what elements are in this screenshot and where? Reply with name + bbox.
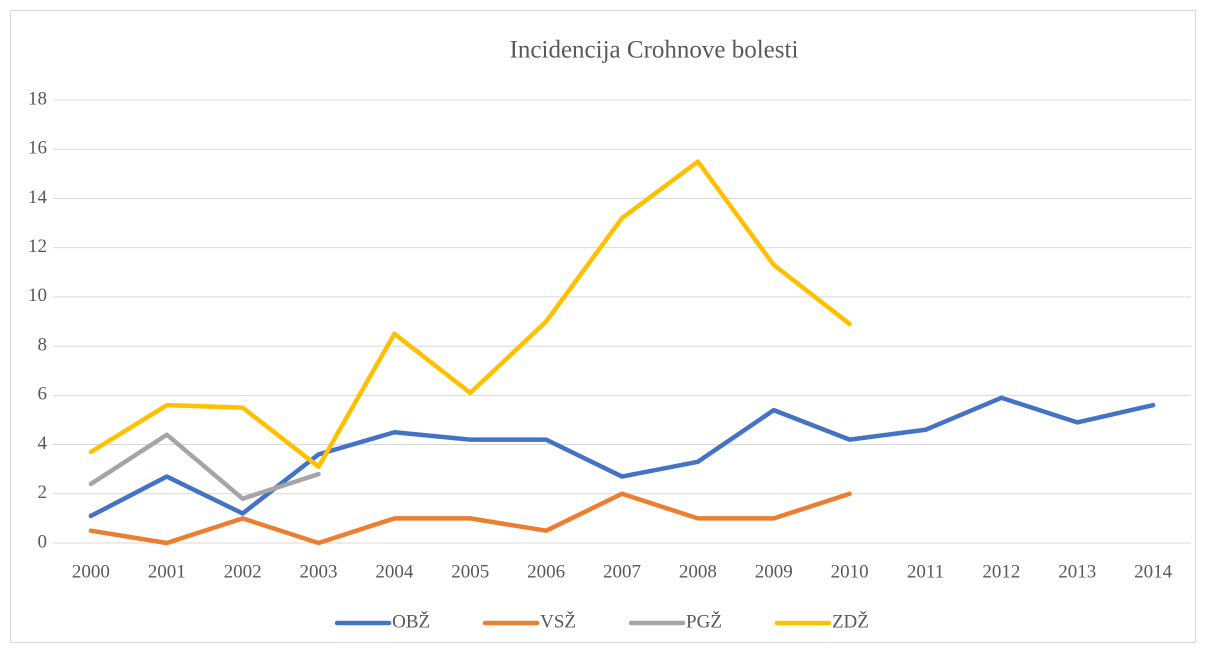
y-tick-label: 4 xyxy=(38,433,48,454)
chart-frame xyxy=(10,10,1196,643)
y-tick-label: 14 xyxy=(28,187,48,208)
x-tick-label: 2011 xyxy=(907,561,944,582)
y-tick-label: 6 xyxy=(38,384,48,405)
x-tick-label: 2012 xyxy=(982,561,1020,582)
legend-label: PGŽ xyxy=(686,610,722,632)
y-tick-label: 18 xyxy=(28,88,47,109)
y-tick-label: 16 xyxy=(28,138,47,159)
x-tick-label: 2008 xyxy=(679,561,717,582)
x-tick-label: 2006 xyxy=(527,561,565,582)
x-tick-label: 2002 xyxy=(224,561,262,582)
x-tick-label: 2014 xyxy=(1134,561,1173,582)
y-tick-label: 2 xyxy=(38,482,48,503)
y-tick-label: 0 xyxy=(38,531,48,552)
series-line xyxy=(88,395,1156,519)
x-tick-label: 2001 xyxy=(148,561,186,582)
y-tick-label: 12 xyxy=(28,236,47,257)
y-tick-label: 10 xyxy=(28,285,47,306)
x-tick-label: 2000 xyxy=(72,561,110,582)
x-tick-label: 2004 xyxy=(375,561,414,582)
legend-label: VSŽ xyxy=(540,610,576,632)
x-tick-label: 2009 xyxy=(755,561,793,582)
legend-label: OBŽ xyxy=(392,610,430,632)
series-line xyxy=(88,491,852,546)
series-line xyxy=(88,159,852,469)
x-tick-label: 2005 xyxy=(451,561,489,582)
x-tick-label: 2010 xyxy=(831,561,869,582)
x-tick-label: 2003 xyxy=(300,561,338,582)
series-line xyxy=(88,432,321,501)
y-tick-label: 8 xyxy=(38,334,48,355)
legend-label: ZDŽ xyxy=(832,610,869,632)
x-tick-label: 2007 xyxy=(603,561,641,582)
chart-title: Incidencija Crohnove bolesti xyxy=(510,37,799,64)
x-tick-label: 2013 xyxy=(1058,561,1096,582)
